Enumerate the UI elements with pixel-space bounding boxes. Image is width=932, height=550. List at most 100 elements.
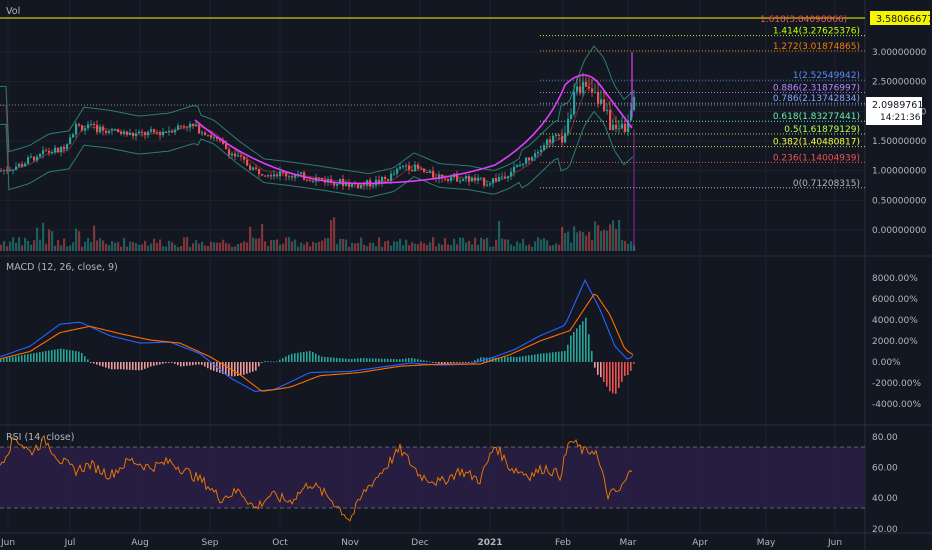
macd-histogram-bar [51, 350, 53, 362]
time-axis[interactable]: Jun Jul Aug Sep Oct Nov Dec 2021 Feb Mar Apr May Jun [0, 538, 842, 548]
candle-body [351, 183, 354, 187]
candle-body [603, 99, 606, 111]
macd-histogram-bar [129, 362, 131, 370]
fib-level-label: 1(2.52549942) [793, 71, 860, 81]
candle-body [501, 176, 504, 178]
volume-bar [123, 237, 126, 251]
volume-bar [267, 246, 270, 251]
cup-pattern-curve[interactable] [194, 74, 633, 185]
candle-body [612, 124, 615, 131]
volume-bar [201, 241, 204, 251]
macd-histogram-bar [408, 358, 410, 362]
volume-bar [441, 244, 444, 251]
macd-histogram-bar [504, 357, 506, 362]
candle-body [432, 171, 435, 178]
rsi-band [0, 447, 865, 508]
fib-retracement[interactable]: 1.618(3.84098866) 1.414(3.27625376) 1.272(… [540, 15, 865, 189]
macd-axis[interactable]: 8000.00% 6000.00% 4000.00% 2000.00% 0.00% -20… [872, 274, 921, 410]
macd-histogram-bar [192, 362, 194, 366]
volume-bar [57, 239, 60, 251]
macd-histogram-bar [195, 362, 197, 365]
candle-body [438, 174, 441, 179]
candle-body [429, 171, 432, 173]
candle-body [75, 124, 78, 135]
volume-bar [165, 246, 168, 251]
macd-histogram-bar [201, 362, 203, 365]
macd-histogram-bar [564, 350, 566, 362]
volume-bar [612, 220, 615, 251]
rsi-axis[interactable]: 80.00 60.00 40.00 20.00 [872, 433, 898, 535]
macd-histogram-bar [135, 362, 137, 371]
volume-bar [405, 239, 408, 251]
candle-body [405, 165, 408, 167]
candle-body [504, 176, 507, 179]
macd-histogram-bar [522, 356, 524, 362]
candle-body [201, 132, 204, 134]
candle-body [600, 99, 603, 105]
macd-histogram-bar [174, 362, 176, 364]
macd-histogram-bar [450, 362, 452, 364]
candle-body [456, 173, 459, 182]
candle-body [543, 145, 546, 150]
macd-histogram-bar [438, 362, 440, 364]
macd-histogram-bar [123, 362, 125, 370]
volume-bar [324, 238, 327, 251]
candle-body [48, 150, 51, 153]
candle-body [159, 132, 162, 136]
macd-histogram-bar [291, 353, 293, 362]
macd-histogram-bar [252, 362, 254, 372]
time-tick-label: Feb [555, 538, 571, 548]
volume-bar [507, 239, 510, 251]
volume-bar [516, 241, 519, 251]
volume-bar [426, 244, 429, 251]
macd-histogram-bar [426, 360, 428, 362]
candle-body [126, 131, 129, 136]
volume-bar [483, 239, 486, 251]
candle-body [378, 179, 381, 184]
macd-tick-label: 4000.00% [872, 316, 918, 326]
candle-body [417, 164, 420, 169]
candle-body [171, 130, 174, 133]
candle-body [129, 132, 132, 136]
volume-bar [321, 240, 324, 251]
volume-bar [180, 246, 183, 251]
macd-histogram-bar [339, 358, 341, 362]
candle-body [498, 177, 501, 182]
volume-bar [594, 221, 597, 251]
candle-body [393, 173, 396, 175]
volume-bar [366, 246, 369, 251]
macd-histogram-bar [363, 358, 365, 362]
macd-histogram-bar [12, 356, 14, 362]
volume-bar [129, 241, 132, 251]
volume-bar [90, 242, 93, 251]
candle-body [615, 124, 618, 129]
macd-tick-label: -2000.00% [872, 379, 921, 389]
volume-bar [138, 244, 141, 251]
volume-bar [582, 232, 585, 251]
macd-histogram-bar [45, 351, 47, 362]
price-tick-label: 1.00000000 [872, 167, 927, 177]
candle-body [222, 140, 225, 144]
macd-histogram-bar [243, 362, 245, 375]
macd-histogram-bar [333, 357, 335, 362]
macd-tick-label: 2000.00% [872, 337, 918, 347]
candle-body [450, 177, 453, 181]
candle-body [216, 137, 219, 139]
macd-histogram-bar [99, 362, 101, 366]
candle-body [123, 131, 126, 134]
main-panel-label: Vol [6, 6, 20, 17]
candle-body [633, 96, 636, 111]
fib-level-label: 0.886(2.31876997) [773, 83, 860, 93]
volume-bar [147, 245, 150, 251]
macd-histogram-bar [357, 358, 359, 362]
candle-body [144, 132, 147, 136]
macd-histogram-bar [270, 361, 272, 363]
macd-histogram-bar [366, 358, 368, 362]
macd-histogram-bar [402, 358, 404, 362]
fib-level-label: 0.236(1.14004939) [773, 153, 860, 163]
macd-histogram-bar [126, 362, 128, 370]
volume-bar [159, 239, 162, 251]
last-price-badge [866, 97, 922, 125]
macd-histogram-bar [630, 362, 632, 371]
